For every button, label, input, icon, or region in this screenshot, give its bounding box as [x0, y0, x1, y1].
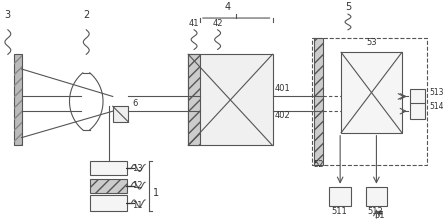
Text: 5: 5	[345, 2, 351, 12]
Bar	[410, 103, 425, 119]
Text: 6: 6	[132, 99, 138, 108]
Text: 52: 52	[313, 160, 324, 169]
Text: 512: 512	[368, 207, 383, 216]
Bar	[365, 187, 387, 206]
Text: 3: 3	[5, 10, 11, 20]
Bar	[312, 38, 428, 165]
Text: 42: 42	[212, 19, 223, 28]
Text: 41: 41	[189, 19, 199, 28]
Text: 53: 53	[366, 38, 377, 48]
Text: 1: 1	[153, 187, 159, 198]
Text: 511: 511	[331, 207, 347, 216]
Bar	[90, 161, 127, 175]
Text: 402: 402	[274, 111, 290, 120]
Text: 12: 12	[132, 181, 143, 190]
Text: 514: 514	[429, 102, 444, 111]
Bar	[188, 54, 273, 145]
FancyBboxPatch shape	[14, 54, 22, 145]
Text: 401: 401	[274, 84, 290, 93]
Text: 513: 513	[429, 88, 444, 97]
Text: 4: 4	[224, 2, 230, 12]
Bar	[329, 187, 351, 206]
Bar	[410, 89, 425, 104]
Bar	[90, 195, 127, 211]
Text: 51: 51	[374, 211, 385, 220]
Text: 13: 13	[132, 163, 143, 172]
Bar	[113, 106, 128, 122]
Bar	[313, 38, 324, 165]
Text: 11: 11	[132, 201, 143, 210]
Bar	[341, 52, 402, 133]
Text: 2: 2	[83, 10, 89, 20]
Bar	[90, 179, 127, 192]
Bar	[188, 54, 200, 145]
